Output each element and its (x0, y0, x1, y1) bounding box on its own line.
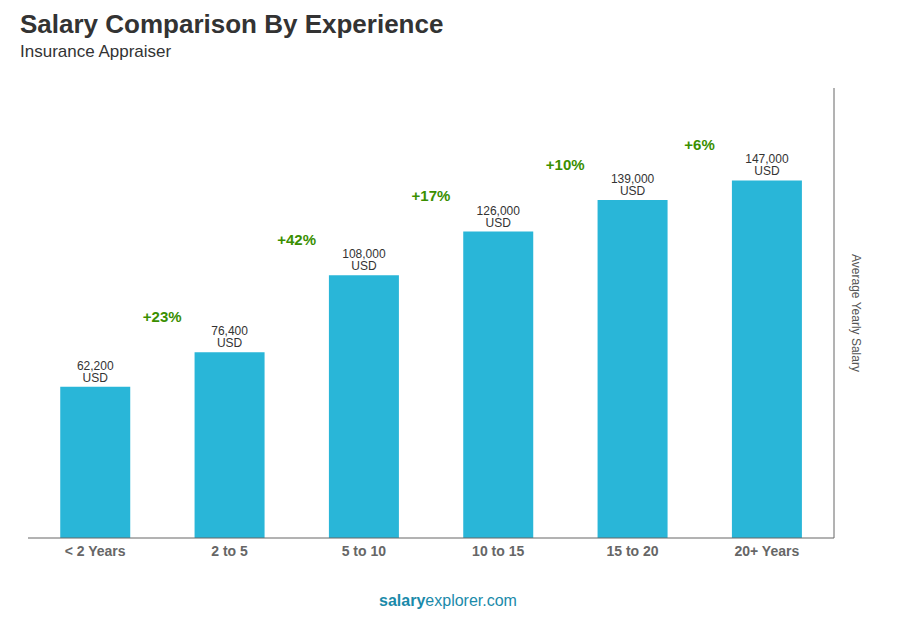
svg-text:147,000USD: 147,000USD (745, 152, 789, 178)
svg-text:15 to 20: 15 to 20 (606, 543, 658, 559)
svg-text:+10%: +10% (546, 156, 585, 173)
svg-text:20+ Years: 20+ Years (734, 543, 799, 559)
html-text:salary explorer.com: salary explorer.com (379, 592, 517, 609)
svg-text:5 to 10: 5 to 10 (342, 543, 387, 559)
svg-text:+6%: +6% (684, 136, 714, 153)
svg-text:10 to 15: 10 to 15 (472, 543, 524, 559)
svg-text:+42%: +42% (277, 231, 316, 248)
svg-text:+17%: +17% (412, 187, 451, 204)
svg-text:+23%: +23% (143, 308, 182, 325)
svg-text:Average Yearly Salary: Average Yearly Salary (849, 254, 863, 372)
svg-text:< 2 Years: < 2 Years (65, 543, 126, 559)
html-text:Insurance Appraiser: Insurance Appraiser (20, 42, 172, 61)
svg-text:108,000USD: 108,000USD (342, 247, 386, 273)
svg-text:2 to 5: 2 to 5 (211, 543, 248, 559)
svg-text:76,400USD: 76,400USD (211, 324, 248, 350)
html-text:Salary Comparison By Experienc: Salary Comparison By Experience (20, 9, 444, 39)
svg-text:139,000USD: 139,000USD (611, 172, 655, 198)
svg-text:62,200USD: 62,200USD (77, 359, 114, 385)
svg-text:126,000USD: 126,000USD (477, 204, 521, 230)
